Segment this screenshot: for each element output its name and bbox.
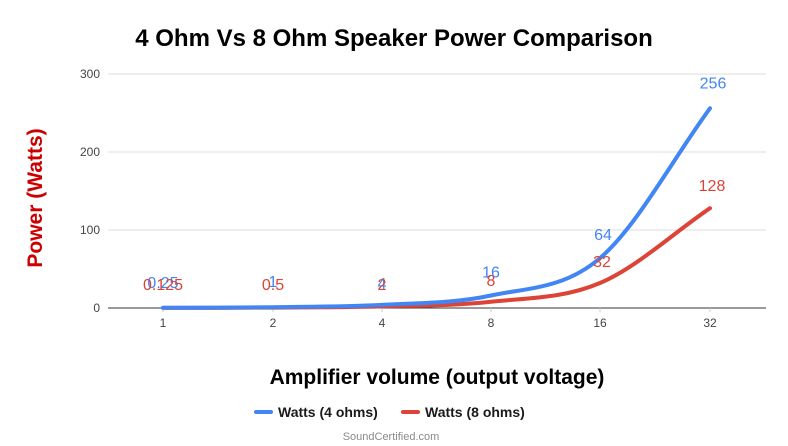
x-tick-label: 1 (160, 316, 167, 330)
series-line-4-ohms (161, 106, 712, 310)
legend-label: Watts (4 ohms) (278, 404, 378, 420)
x-tick-label: 8 (488, 316, 495, 330)
legend-label: Watts (8 ohms) (425, 404, 525, 420)
y-axis-title: Power (Watts) (24, 128, 47, 267)
data-label-4-ohms: 4 (378, 276, 387, 293)
y-tick-label: 200 (80, 145, 100, 159)
data-label-4-ohms: 1 (269, 274, 278, 291)
data-labels: 0.25 1 4 16 64 256 0.125 0.5 2 8 32 128 (143, 75, 726, 294)
data-label-8-ohms: 2 (378, 277, 387, 294)
x-tick-label: 2 (270, 316, 277, 330)
x-tick-label: 32 (703, 316, 717, 330)
data-label-8-ohms: 0.125 (143, 277, 183, 294)
x-tick-label: 16 (593, 316, 607, 330)
legend: Watts (4 ohms) Watts (8 ohms) (254, 404, 525, 420)
x-axis-ticks: 1 2 4 8 16 32 (160, 308, 717, 330)
y-tick-label: 300 (80, 67, 100, 81)
data-label-8-ohms: 8 (487, 273, 496, 290)
series-lines (161, 106, 712, 310)
data-label-4-ohms: 0.25 (147, 275, 178, 292)
x-tick-label: 4 (379, 316, 386, 330)
data-label-4-ohms: 16 (482, 265, 500, 282)
chart-title: 4 Ohm Vs 8 Ohm Speaker Power Comparison (135, 25, 653, 52)
y-tick-label: 0 (93, 301, 100, 315)
data-label-4-ohms: 64 (594, 227, 612, 244)
series-line-8-ohms (161, 206, 712, 310)
data-label-8-ohms: 32 (593, 254, 611, 271)
data-label-8-ohms: 128 (699, 178, 726, 195)
gridlines (108, 73, 766, 309)
watermark: SoundCertified.com (343, 431, 440, 443)
data-label-8-ohms: 0.5 (262, 277, 284, 294)
y-axis-ticks: 0 100 200 300 (80, 67, 100, 315)
data-label-4-ohms: 256 (700, 75, 727, 92)
x-axis-title: Amplifier volume (output voltage) (270, 366, 605, 389)
y-tick-label: 100 (80, 223, 100, 237)
